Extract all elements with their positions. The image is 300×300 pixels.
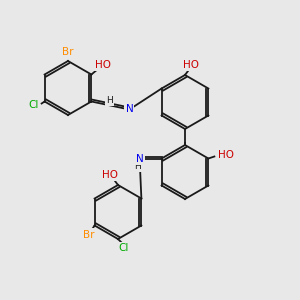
Text: H: H <box>106 96 113 105</box>
Text: Cl: Cl <box>28 100 39 110</box>
Text: Br: Br <box>62 47 74 57</box>
Text: Br: Br <box>83 230 94 239</box>
Text: N: N <box>136 154 143 164</box>
Text: HO: HO <box>218 149 234 160</box>
Text: HO: HO <box>183 60 199 70</box>
Text: HO: HO <box>102 170 118 180</box>
Text: HO: HO <box>95 59 111 70</box>
Text: N: N <box>125 104 133 115</box>
Text: Cl: Cl <box>119 243 129 253</box>
Text: H: H <box>134 162 141 171</box>
